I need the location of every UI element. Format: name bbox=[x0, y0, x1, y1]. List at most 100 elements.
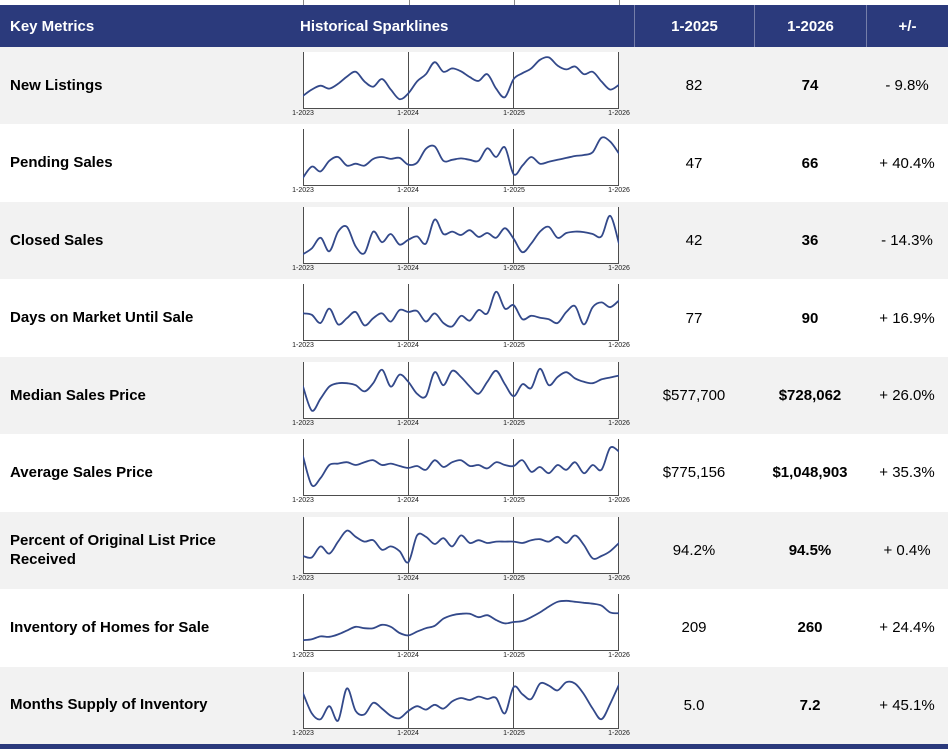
sparkline-cell: 1-2023 1-2024 1-2025 1-2026 bbox=[283, 589, 634, 666]
sparkline-cell: 1-2023 1-2024 1-2025 1-2026 bbox=[283, 667, 634, 744]
crop-tick bbox=[303, 0, 304, 5]
sparkline-chart bbox=[303, 439, 619, 497]
table-body: New Listings 1-2023 1-2024 1-2025 1-2026… bbox=[0, 47, 948, 744]
metric-row-pending-sales: Pending Sales 1-2023 1-2024 1-2025 1-202… bbox=[0, 124, 948, 202]
sparkline-axis: 1-2023 1-2024 1-2025 1-2026 bbox=[292, 186, 630, 197]
axis-tick-label: 1-2024 bbox=[397, 652, 419, 660]
sparkline-chart bbox=[303, 129, 619, 187]
metric-label: Inventory of Homes for Sale bbox=[10, 619, 210, 637]
axis-tick-label: 1-2024 bbox=[397, 729, 419, 737]
axis-tick-label: 1-2024 bbox=[397, 264, 419, 272]
axis-tick-label: 1-2023 bbox=[292, 187, 314, 195]
sparkline-cell: 1-2023 1-2024 1-2025 1-2026 bbox=[283, 202, 634, 279]
axis-tick-label: 1-2023 bbox=[292, 652, 314, 660]
sparkline-axis: 1-2023 1-2024 1-2025 1-2026 bbox=[292, 574, 630, 585]
axis-tick-label: 1-2024 bbox=[397, 574, 419, 582]
sparkline-chart bbox=[303, 671, 619, 729]
crop-tick bbox=[409, 0, 410, 5]
value-1-2025: 5.0 bbox=[683, 696, 705, 714]
change-percent: + 24.4% bbox=[879, 619, 935, 637]
axis-tick-label: 1-2026 bbox=[608, 574, 630, 582]
sparkline-axis: 1-2023 1-2024 1-2025 1-2026 bbox=[292, 651, 630, 662]
axis-tick-label: 1-2025 bbox=[503, 342, 525, 350]
value-1-2026: 7.2 bbox=[799, 696, 821, 714]
axis-tick-label: 1-2024 bbox=[397, 497, 419, 505]
axis-tick-label: 1-2026 bbox=[608, 110, 630, 117]
metric-label: New Listings bbox=[10, 76, 103, 94]
value-1-2025: 209 bbox=[681, 619, 707, 637]
axis-tick-label: 1-2025 bbox=[503, 652, 525, 660]
change-percent: + 0.4% bbox=[883, 541, 931, 559]
axis-tick-label: 1-2024 bbox=[397, 187, 419, 195]
sparkline-chart bbox=[303, 206, 619, 264]
axis-tick-label: 1-2023 bbox=[292, 342, 314, 350]
value-1-2025: 94.2% bbox=[672, 541, 716, 559]
metric-label: Average Sales Price bbox=[10, 464, 153, 482]
axis-tick-label: 1-2023 bbox=[292, 574, 314, 582]
value-1-2026: $728,062 bbox=[778, 386, 842, 404]
axis-tick-label: 1-2026 bbox=[608, 342, 630, 350]
sparkline-chart bbox=[303, 516, 619, 574]
value-1-2026: 36 bbox=[801, 232, 819, 250]
sparkline-cell: 1-2023 1-2024 1-2025 1-2026 bbox=[283, 512, 634, 589]
axis-tick-label: 1-2026 bbox=[608, 497, 630, 505]
sparkline-chart bbox=[303, 284, 619, 342]
metric-label: Days on Market Until Sale bbox=[10, 309, 194, 327]
metric-row-days-on-market: Days on Market Until Sale 1-2023 1-2024 … bbox=[0, 279, 948, 357]
value-1-2025: 42 bbox=[685, 232, 703, 250]
axis-tick-label: 1-2023 bbox=[292, 419, 314, 427]
value-1-2025: $577,700 bbox=[662, 386, 726, 404]
metric-label: Closed Sales bbox=[10, 231, 104, 249]
header-col-1-2026: 1-2026 bbox=[754, 5, 866, 47]
sparkline-cell: 1-2023 1-2024 1-2025 1-2026 bbox=[283, 124, 634, 201]
metric-row-inventory: Inventory of Homes for Sale 1-2023 1-202… bbox=[0, 589, 948, 667]
sparkline-cell: 1-2023 1-2024 1-2025 1-2026 bbox=[283, 434, 634, 511]
change-percent: - 9.8% bbox=[885, 77, 929, 95]
metric-label: Months Supply of Inventory bbox=[10, 696, 208, 714]
sparkline-axis: 1-2023 1-2024 1-2025 1-2026 bbox=[292, 341, 630, 352]
axis-tick-label: 1-2025 bbox=[503, 419, 525, 427]
change-percent: + 35.3% bbox=[879, 464, 935, 482]
axis-tick-label: 1-2025 bbox=[503, 729, 525, 737]
metric-label: Median Sales Price bbox=[10, 386, 146, 404]
axis-tick-label: 1-2023 bbox=[292, 110, 314, 117]
value-1-2026: $1,048,903 bbox=[772, 464, 848, 482]
axis-tick-label: 1-2025 bbox=[503, 574, 525, 582]
axis-tick-label: 1-2024 bbox=[397, 342, 419, 350]
axis-tick-label: 1-2024 bbox=[397, 419, 419, 427]
crop-tick bbox=[619, 0, 620, 5]
axis-tick-label: 1-2024 bbox=[397, 110, 419, 117]
value-1-2026: 66 bbox=[801, 154, 819, 172]
change-percent: - 14.3% bbox=[881, 232, 933, 250]
sparkline-cell: 1-2023 1-2024 1-2025 1-2026 bbox=[283, 279, 634, 356]
axis-tick-label: 1-2026 bbox=[608, 419, 630, 427]
axis-tick-label: 1-2023 bbox=[292, 264, 314, 272]
header-col-change: +/- bbox=[866, 5, 948, 47]
value-1-2025: 47 bbox=[685, 154, 703, 172]
axis-tick-label: 1-2023 bbox=[292, 497, 314, 505]
axis-tick-label: 1-2025 bbox=[503, 187, 525, 195]
value-1-2025: $775,156 bbox=[662, 464, 726, 482]
top-margin-strip bbox=[0, 0, 948, 5]
sparkline-chart bbox=[303, 594, 619, 652]
metric-label: Pending Sales bbox=[10, 154, 113, 172]
header-col-1-2025: 1-2025 bbox=[634, 5, 754, 47]
sparkline-cell: 1-2023 1-2024 1-2025 1-2026 bbox=[283, 357, 634, 434]
sparkline-axis: 1-2023 1-2024 1-2025 1-2026 bbox=[292, 264, 630, 275]
axis-tick-label: 1-2023 bbox=[292, 729, 314, 737]
axis-tick-label: 1-2026 bbox=[608, 264, 630, 272]
metric-label: Percent of Original List Price Received bbox=[10, 531, 216, 569]
axis-tick-label: 1-2025 bbox=[503, 497, 525, 505]
metric-row-closed-sales: Closed Sales 1-2023 1-2024 1-2025 1-2026… bbox=[0, 201, 948, 280]
metric-row-average-sales-price: Average Sales Price 1-2023 1-2024 1-2025… bbox=[0, 434, 948, 512]
value-1-2026: 260 bbox=[797, 619, 823, 637]
header-key-metrics: Key Metrics bbox=[10, 17, 95, 35]
change-percent: + 16.9% bbox=[879, 309, 935, 327]
header-historical-sparklines: Historical Sparklines bbox=[300, 17, 449, 35]
value-1-2026: 74 bbox=[801, 77, 819, 95]
axis-tick-label: 1-2026 bbox=[608, 187, 630, 195]
metric-row-months-supply: Months Supply of Inventory 1-2023 1-2024… bbox=[0, 666, 948, 744]
change-percent: + 45.1% bbox=[879, 696, 935, 714]
sparkline-cell: 1-2023 1-2024 1-2025 1-2026 bbox=[283, 47, 634, 124]
